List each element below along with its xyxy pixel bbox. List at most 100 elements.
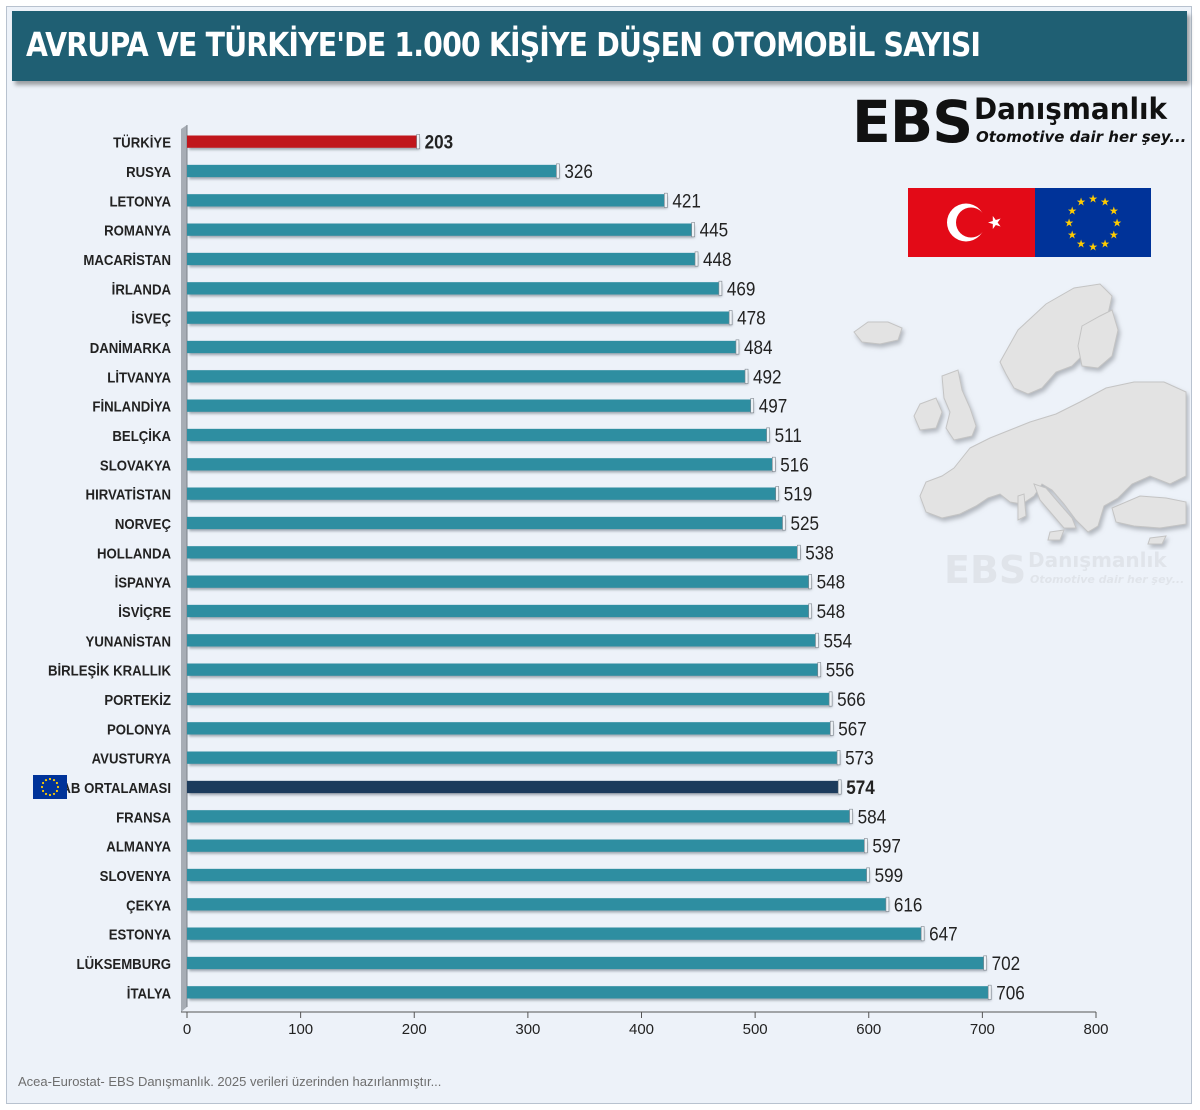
category-label: TÜRKİYE: [113, 134, 171, 151]
bar-end-cap: [987, 984, 992, 1000]
bar-end-cap: [849, 808, 853, 824]
category-label: LÜKSEMBURG: [77, 955, 171, 972]
bar-end-cap: [885, 896, 890, 912]
data-label: 566: [837, 689, 866, 710]
data-label: 326: [564, 161, 593, 182]
bar-end-cap: [775, 486, 780, 502]
category-label: ROMANYA: [104, 222, 171, 239]
eu-star-icon: ★: [1109, 230, 1119, 242]
category-label: ESTONYA: [109, 926, 171, 943]
data-label: 647: [929, 924, 958, 945]
bar: [187, 839, 866, 852]
bar: [187, 487, 777, 500]
bar: [187, 340, 737, 354]
category-label: SLOVAKYA: [100, 457, 171, 474]
data-label: 538: [805, 543, 834, 564]
europe-map-icon: [850, 270, 1190, 550]
bar-end-cap: [836, 750, 841, 766]
data-label: 469: [727, 279, 756, 300]
x-tick-label: 300: [515, 1021, 540, 1038]
bar-end-cap: [983, 955, 987, 971]
data-label: 478: [737, 308, 766, 329]
category-label: ALMANYA: [106, 838, 171, 855]
axis-wall: [181, 125, 187, 1012]
category-label: İRLANDA: [112, 281, 171, 298]
data-label: 492: [753, 367, 782, 388]
bar-end-cap: [556, 163, 560, 179]
eu-star-icon: ★: [1088, 242, 1098, 254]
data-label: 445: [700, 220, 729, 241]
eu-flag-small-icon: [33, 775, 67, 799]
category-label: İSVİÇRE: [118, 603, 171, 620]
x-tick-label: 400: [629, 1021, 654, 1038]
x-tick-label: 700: [970, 1021, 995, 1038]
watermark-tagline: Otomotive dair her şey...: [1030, 573, 1185, 586]
category-label: AVUSTURYA: [92, 750, 171, 767]
bar: [187, 428, 768, 442]
category-label: DANİMARKA: [90, 339, 171, 356]
bar-end-cap: [920, 926, 925, 942]
category-label: YUNANİSTAN: [86, 633, 171, 650]
bar: [187, 986, 990, 999]
bar-end-cap: [735, 339, 740, 355]
category-label: ÇEKYA: [126, 897, 171, 914]
bar-end-cap: [691, 222, 695, 238]
bar-end-cap: [728, 310, 733, 326]
bar: [187, 868, 868, 882]
data-label: 421: [672, 191, 701, 212]
data-label: 706: [996, 983, 1025, 1004]
x-tick-label: 0: [183, 1021, 191, 1038]
bar-end-cap: [782, 515, 786, 531]
data-label: 573: [845, 748, 874, 769]
bar: [187, 927, 923, 940]
x-tick-label: 500: [743, 1021, 768, 1038]
bar: [187, 223, 693, 236]
bar-end-cap: [808, 603, 812, 619]
watermark-brand: EBS: [944, 548, 1027, 592]
logo-tagline: Otomotive dair her şey...: [976, 128, 1187, 146]
logo-name: Danışmanlık: [974, 92, 1168, 126]
bar-end-cap: [694, 251, 699, 267]
bar-end-cap: [817, 662, 822, 678]
category-label: İSVEÇ: [131, 310, 171, 327]
x-tick-label: 800: [1083, 1021, 1108, 1038]
category-label: NORVEÇ: [115, 515, 171, 532]
bar: [187, 898, 887, 911]
bar: [187, 634, 817, 647]
bar: [187, 780, 840, 794]
bar-end-cap: [808, 574, 812, 590]
eu-star-icon: ★: [1076, 238, 1086, 250]
bar: [187, 575, 810, 588]
bar-end-cap: [416, 134, 420, 150]
category-label: MACARİSTAN: [83, 251, 171, 268]
bar-end-cap: [772, 456, 776, 472]
bar-end-cap: [837, 779, 842, 795]
bar: [187, 722, 832, 735]
bar: [187, 194, 666, 207]
category-label: İTALYA: [127, 985, 171, 1002]
bar-end-cap: [744, 368, 749, 384]
bar: [187, 252, 697, 266]
bar-end-cap: [829, 720, 834, 736]
category-label: HOLLANDA: [97, 545, 171, 562]
data-label: 556: [826, 660, 855, 681]
bar: [187, 692, 831, 706]
logo-brand: EBS: [852, 88, 973, 156]
data-label: 599: [875, 865, 904, 886]
data-label: 448: [703, 249, 732, 270]
category-label: POLONYA: [107, 721, 171, 738]
bar: [187, 516, 784, 530]
category-label: AB ORTALAMASI: [61, 779, 171, 796]
eu-star-icon: ★: [1112, 218, 1122, 230]
bar: [187, 370, 747, 383]
bar: [187, 399, 752, 412]
data-label: 519: [784, 484, 813, 505]
data-label: 516: [780, 455, 809, 476]
data-label: 702: [992, 953, 1021, 974]
turkey-flag-icon: [908, 188, 1035, 257]
bar: [187, 311, 731, 324]
data-label: 203: [425, 132, 454, 153]
bar-end-cap: [864, 838, 868, 854]
eu-star-icon: ★: [1076, 197, 1086, 209]
